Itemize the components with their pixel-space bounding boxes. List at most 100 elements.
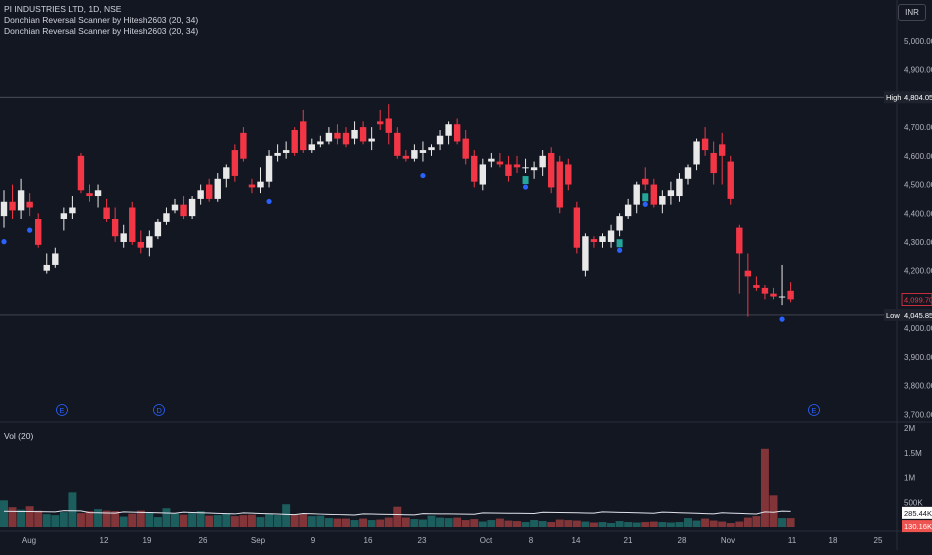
candle-body [282, 150, 290, 153]
candle-body [565, 164, 572, 185]
candle-body [573, 207, 581, 248]
time-tick-label: Oct [480, 536, 493, 545]
time-tick-label: 26 [199, 536, 208, 545]
volume-bar [769, 495, 778, 527]
symbol-title[interactable]: PI INDUSTRIES LTD, 1D, NSE [4, 4, 122, 14]
volume-bar [162, 508, 171, 527]
signal-dot [266, 198, 272, 205]
event-badge [56, 404, 68, 416]
volume-bar [418, 519, 427, 527]
volume-bar [136, 510, 145, 527]
volume-bar [598, 522, 607, 527]
time-tick-label: 19 [143, 536, 152, 545]
volume-bar [393, 506, 402, 527]
volume-bar [607, 523, 616, 527]
volume-indicator-label[interactable]: Vol (20) [4, 431, 34, 441]
candle-body [291, 129, 298, 153]
candle-body [368, 138, 375, 142]
volume-bar [188, 513, 197, 527]
volume-bar [76, 513, 85, 527]
price-tick-label: 3,900.00 [904, 353, 932, 362]
time-tick-label: 16 [364, 536, 373, 545]
volume-bar [239, 515, 248, 527]
volume-bar [504, 520, 513, 527]
candle-body [240, 132, 247, 159]
volume-bar [350, 520, 359, 527]
time-tick-label: 18 [829, 536, 838, 545]
candle-body [206, 184, 213, 199]
volume-bar [709, 520, 718, 527]
candle-body [522, 167, 529, 169]
volume-bar [307, 516, 316, 527]
indicator-label-1[interactable]: Donchian Reversal Scanner by Hitesh2603 … [4, 15, 199, 25]
price-tick-label: 4,500.00 [904, 181, 932, 190]
event-badge [153, 404, 165, 416]
candle-body [590, 239, 598, 242]
candle-body [471, 155, 478, 182]
volume-bar [453, 517, 462, 527]
candle-body [60, 213, 68, 219]
volume-bar [530, 520, 539, 527]
candle-body [462, 138, 469, 159]
chart-legend: PI INDUSTRIES LTD, 1D, NSE Donchian Reve… [4, 4, 198, 37]
volume-bar [495, 518, 504, 527]
volume-bar [564, 520, 573, 527]
volume-bar [256, 517, 265, 527]
volume-bar [735, 521, 744, 527]
volume-bar [615, 521, 624, 527]
volume-ma-badge: 285.44K [904, 509, 932, 518]
candle-body [129, 207, 136, 242]
candle-body [548, 152, 555, 188]
candle-body [0, 201, 8, 217]
volume-bar [196, 511, 205, 527]
candle-body [701, 138, 709, 151]
high-price-badge-value: 4,804.05 [904, 93, 932, 102]
candle-body [52, 253, 59, 265]
volume-bar [521, 522, 530, 527]
time-tick-label: 28 [678, 536, 687, 545]
price-tick-label: 4,400.00 [904, 209, 932, 218]
volume-bar [692, 520, 701, 527]
volume-bar [324, 518, 333, 527]
candle-body [505, 164, 512, 176]
time-tick-label: 14 [572, 536, 581, 545]
candle-body [787, 290, 794, 300]
volume-bar [701, 518, 710, 527]
indicator-label-2[interactable]: Donchian Reversal Scanner by Hitesh2603 … [4, 26, 199, 36]
volume-bar [59, 512, 68, 527]
volume-bar [427, 515, 436, 527]
volume-bar [42, 514, 51, 527]
candle-body [445, 124, 452, 136]
time-tick-label: Nov [721, 536, 735, 545]
candle-body [744, 270, 752, 277]
candle-body [300, 121, 307, 151]
volume-bar [726, 523, 735, 527]
price-tick-label: 4,600.00 [904, 152, 932, 161]
volume-tick-label: 500K [904, 498, 923, 507]
volume-bar [34, 510, 43, 527]
volume-bar [760, 448, 769, 527]
volume-bar [513, 521, 521, 527]
volume-bar [487, 520, 496, 527]
candle-body [214, 178, 221, 199]
candle-body [436, 135, 444, 145]
volume-bar [384, 517, 393, 527]
low-price-badge-value-bg [902, 308, 932, 321]
candle-body [693, 141, 700, 165]
volume-bar [333, 518, 342, 527]
volume-bar [299, 514, 308, 527]
price-tick-label: 3,700.00 [904, 410, 932, 419]
candle-body [35, 219, 42, 245]
candle-body [377, 121, 384, 125]
candle-body [351, 129, 358, 139]
candle-body [188, 198, 196, 217]
candle-body [488, 158, 495, 162]
candle-body [325, 132, 333, 142]
volume-last-badge: 130.16K [904, 522, 932, 531]
volume-bar [555, 519, 564, 527]
volume-bar [376, 519, 385, 527]
candle-body [317, 141, 324, 145]
currency-button[interactable]: INR [898, 4, 926, 21]
